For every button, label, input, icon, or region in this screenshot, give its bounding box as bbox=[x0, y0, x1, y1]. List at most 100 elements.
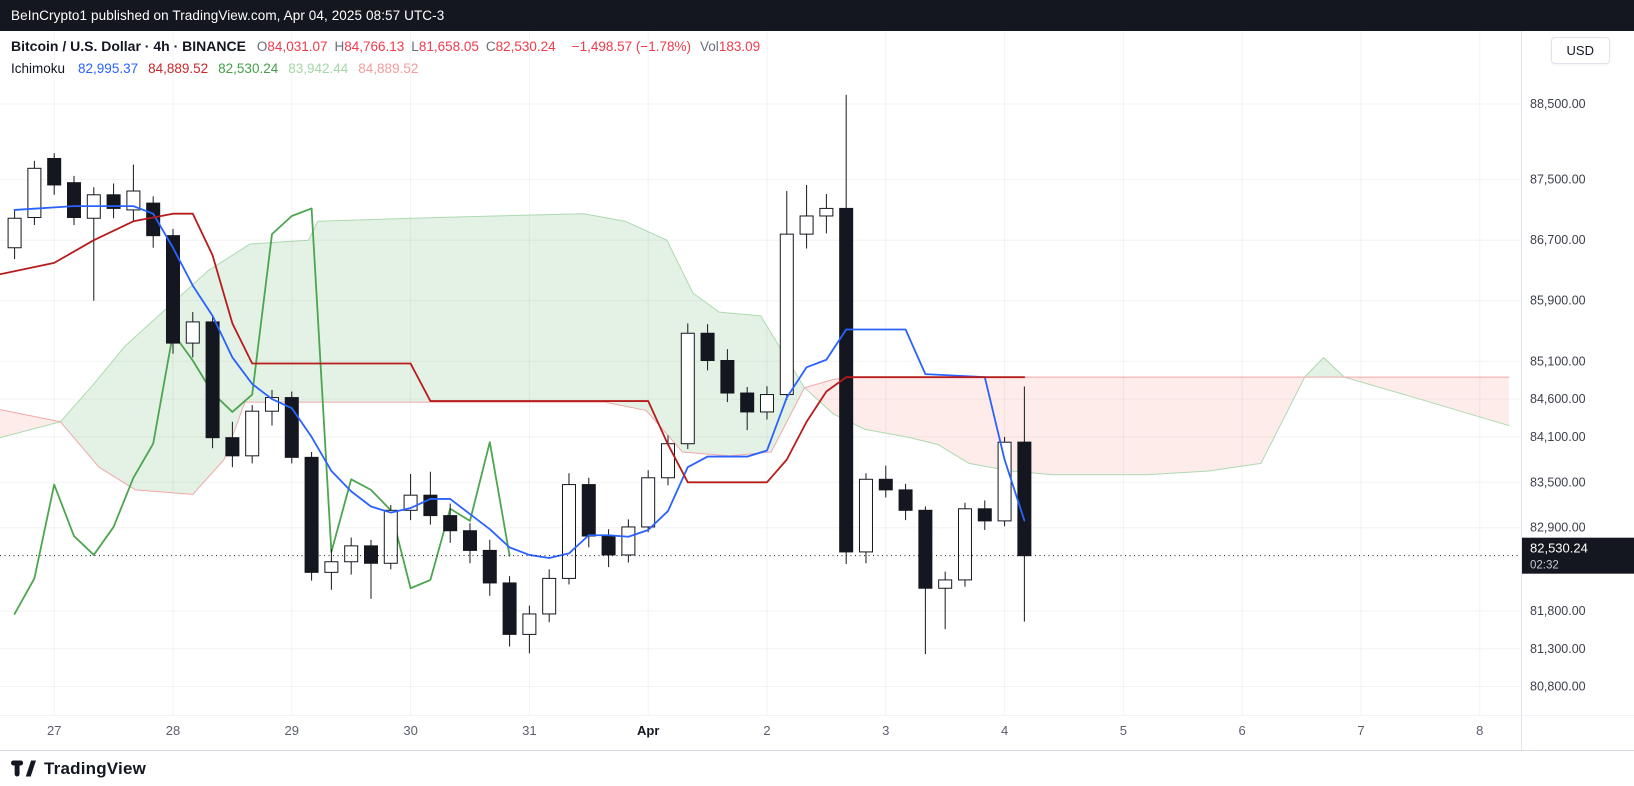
indicator-row: Ichimoku 82,995.37 84,889.52 82,530.24 83,9… bbox=[11, 61, 767, 76]
ohlc-value: 84,766.13 bbox=[344, 39, 405, 54]
candle-down bbox=[839, 207, 854, 553]
indicator-value: 82,995.37 bbox=[78, 61, 139, 76]
currency-toggle-button[interactable]: USD bbox=[1550, 37, 1610, 64]
indicator-value: 83,942.44 bbox=[288, 61, 349, 76]
ohlc-key: H bbox=[334, 39, 345, 54]
time-tick-label: 29 bbox=[285, 723, 299, 738]
ichimoku-red-cloud bbox=[0, 409, 61, 438]
ichimoku-red-cloud bbox=[1344, 377, 1509, 426]
tradingview-wordmark[interactable]: TradingView bbox=[44, 758, 147, 778]
time-tick-label: 3 bbox=[882, 723, 889, 738]
candle-up bbox=[27, 167, 42, 218]
candle-down bbox=[462, 530, 477, 551]
tradingview-logo-icon[interactable] bbox=[11, 759, 36, 778]
kv-pair: C82,530.24 bbox=[486, 39, 556, 54]
candle-down bbox=[878, 478, 893, 491]
time-tick-label: Apr bbox=[637, 723, 659, 738]
candle-down bbox=[482, 549, 497, 584]
current-price-badge: 82,530.24 02:32 bbox=[1522, 537, 1634, 574]
indicator-name[interactable]: Ichimoku bbox=[11, 61, 66, 76]
price-tick-label: 86,700.00 bbox=[1530, 233, 1586, 247]
candle-down bbox=[977, 508, 992, 522]
kv-pair: Vol183.09 bbox=[700, 39, 760, 54]
price-tick-label: 87,500.00 bbox=[1530, 173, 1586, 187]
candle-up bbox=[997, 441, 1012, 522]
candle-up bbox=[126, 190, 141, 211]
time-tick-label: 5 bbox=[1120, 723, 1127, 738]
attribution-bar: BeInCrypto1 published on TradingView.com… bbox=[0, 0, 1634, 31]
indicator-value: 84,889.52 bbox=[148, 61, 209, 76]
price-tick-label: 84,600.00 bbox=[1530, 392, 1586, 406]
candle-down bbox=[205, 321, 220, 439]
price-tick-label: 81,300.00 bbox=[1530, 642, 1586, 656]
candle-down bbox=[106, 194, 121, 209]
time-tick-label: 8 bbox=[1476, 723, 1483, 738]
candle-up bbox=[542, 577, 557, 615]
price-tick-label: 85,900.00 bbox=[1530, 294, 1586, 308]
price-tick-label: 81,800.00 bbox=[1530, 604, 1586, 618]
price-tick-label: 84,100.00 bbox=[1530, 430, 1586, 444]
candle-up bbox=[938, 579, 953, 589]
candle-up bbox=[522, 613, 537, 635]
ohlc-key: O bbox=[256, 39, 268, 54]
ohlc-value: 84,031.07 bbox=[267, 39, 328, 54]
candle-down bbox=[66, 182, 81, 218]
price-tick-label: 82,900.00 bbox=[1530, 521, 1586, 535]
candle-up bbox=[185, 321, 200, 344]
candle-down bbox=[918, 509, 933, 589]
ichimoku-green-cloud bbox=[60, 213, 805, 495]
price-axis[interactable]: 88,500.00 87,500.00 86,700.00 85,900.00 85,1… bbox=[0, 31, 1634, 750]
time-tick-label: 31 bbox=[522, 723, 536, 738]
ohlc-values: O84,031.07 H84,766.13 L81,658.05 C82,530.24 bbox=[257, 39, 563, 54]
kijun-line bbox=[0, 212, 1026, 484]
ichimoku-green-cloud bbox=[1304, 357, 1345, 378]
ohlc-value: 183.09 bbox=[718, 39, 761, 54]
candle-down bbox=[700, 332, 715, 361]
current-price-label: 82,530.24 bbox=[1530, 541, 1588, 556]
candle-up bbox=[383, 509, 398, 564]
chikou-line bbox=[13, 207, 511, 615]
candle-up bbox=[344, 545, 359, 563]
time-axis[interactable]: 27 28 29 30 31 Apr 2 3 4 5 6 7 8 bbox=[47, 723, 1483, 738]
candle-down bbox=[146, 202, 161, 237]
candle-up bbox=[759, 394, 774, 413]
indicator-values: 82,995.37 84,889.52 82,530.24 83,942.44 84,8… bbox=[78, 61, 428, 76]
candle-up bbox=[324, 561, 339, 573]
kv-pair: O84,031.07 bbox=[257, 39, 328, 54]
footer-bar: TradingView bbox=[0, 750, 1634, 786]
candle-down bbox=[581, 484, 596, 537]
candle-down bbox=[304, 456, 319, 573]
ohlc-key: L bbox=[411, 39, 419, 54]
candle-up bbox=[680, 332, 695, 445]
candle-up bbox=[641, 477, 656, 528]
candle-up bbox=[858, 478, 873, 553]
indicator-value: 82,530.24 bbox=[218, 61, 279, 76]
price-tick-label: 80,800.00 bbox=[1530, 680, 1586, 694]
time-tick-label: 4 bbox=[1001, 723, 1008, 738]
price-tick-label: 88,500.00 bbox=[1530, 97, 1586, 111]
candle-down bbox=[601, 535, 616, 556]
symbol-title[interactable]: Bitcoin / U.S. Dollar · 4h · BINANCE bbox=[11, 38, 246, 54]
candle-down bbox=[165, 235, 180, 344]
candle-up bbox=[245, 410, 260, 457]
ichimoku-red-cloud bbox=[804, 377, 1305, 475]
kv-pair: H84,766.13 bbox=[334, 39, 404, 54]
price-tick-label: 85,100.00 bbox=[1530, 354, 1586, 368]
candle-down bbox=[502, 582, 517, 635]
time-tick-label: 7 bbox=[1357, 723, 1364, 738]
candle-down bbox=[47, 157, 62, 186]
candle-down bbox=[898, 489, 913, 511]
kv-pair: L81,658.05 bbox=[411, 39, 479, 54]
ohlc-value: 81,658.05 bbox=[418, 39, 479, 54]
ohlc-value: 82,530.24 bbox=[495, 39, 556, 54]
candle-up bbox=[7, 217, 22, 249]
candle-down bbox=[1017, 441, 1032, 557]
tenkan-line bbox=[13, 205, 1026, 559]
time-tick-label: 28 bbox=[166, 723, 180, 738]
time-tick-label: 6 bbox=[1239, 723, 1246, 738]
candle-down bbox=[225, 437, 240, 457]
candles-layer bbox=[7, 94, 1032, 655]
senkou-b-line bbox=[0, 376, 1510, 495]
